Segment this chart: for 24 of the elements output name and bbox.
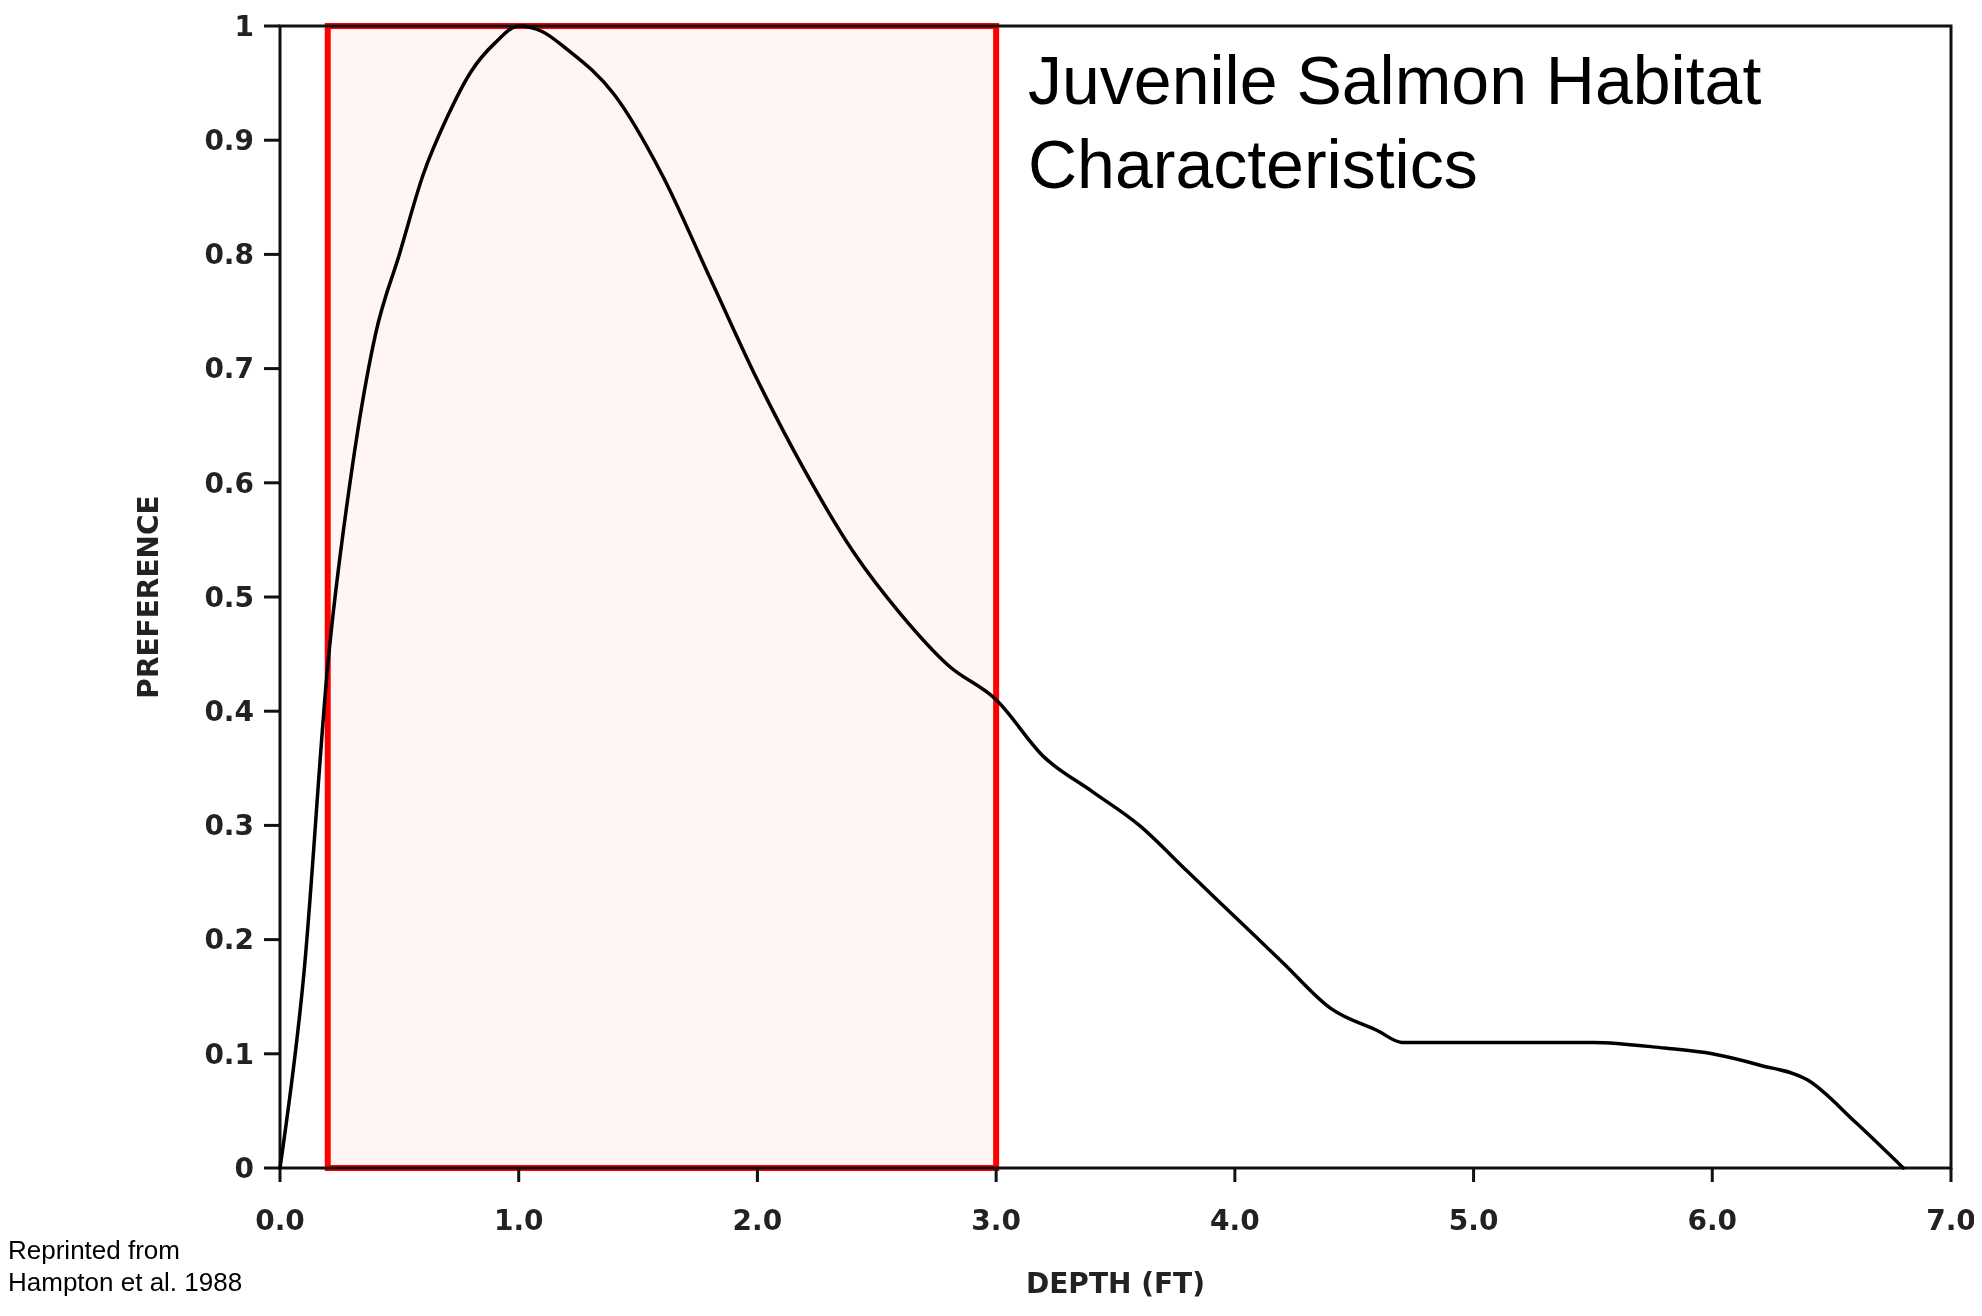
x-tick-label: 3.0	[971, 1204, 1021, 1237]
y-tick-label: 0.7	[204, 352, 254, 386]
x-tick-label: 2.0	[732, 1204, 783, 1237]
y-tick-label: 0.6	[204, 466, 254, 500]
x-tick-label: 6.0	[1687, 1204, 1738, 1237]
y-tick-label: 0.1	[204, 1037, 254, 1071]
y-tick-label: 0.8	[204, 238, 254, 272]
y-axis-title: PREFERENCE	[132, 495, 165, 699]
x-tick-label: 4.0	[1210, 1204, 1260, 1237]
x-tick-label: 7.0	[1926, 1204, 1976, 1237]
y-tick-label: 0.5	[204, 580, 254, 614]
y-tick-label: 0.2	[204, 923, 254, 957]
x-tick-label: 1.0	[493, 1204, 544, 1237]
y-tick-label: 0.9	[204, 124, 254, 157]
line-series	[278, 24, 1906, 1170]
x-axis-title: DEPTH (FT)	[1026, 1267, 1205, 1300]
text: Reprinted from Hampton et al. 1988	[8, 1235, 243, 1297]
x-tick-label: 5.0	[1448, 1204, 1499, 1237]
y-tick-label: 0.4	[204, 695, 254, 728]
text: Juvenile Salmon Habitat Characteristics	[1028, 38, 1938, 206]
x-tick-label: 0.0	[255, 1204, 305, 1237]
y-tick-label: 0.3	[204, 809, 254, 843]
y-tick-label: 1	[234, 9, 254, 43]
y-tick-label: 0	[234, 1151, 254, 1185]
